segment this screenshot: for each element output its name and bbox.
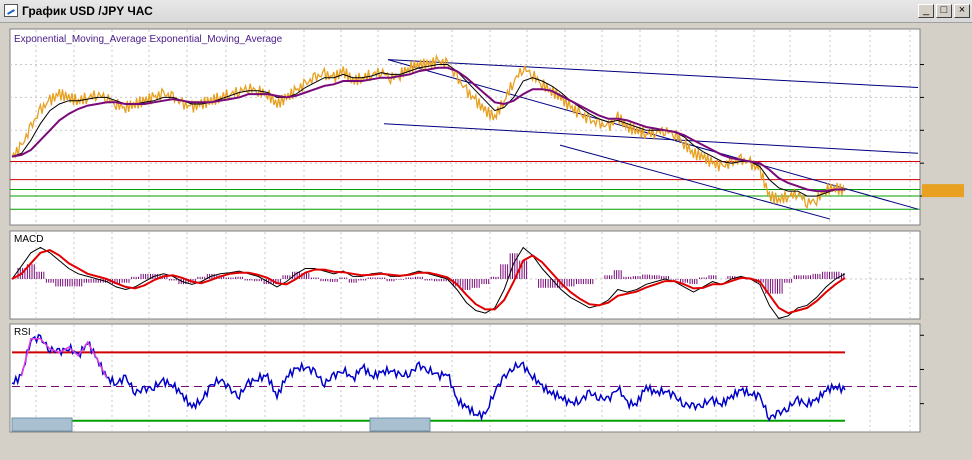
month-badge-bg-1	[369, 417, 431, 432]
price-tag-bg	[922, 184, 964, 198]
macd-panel	[9, 230, 921, 320]
ema-fast-line	[11, 64, 845, 197]
channel-line-1	[383, 123, 919, 154]
price-panel	[9, 28, 921, 226]
rsi-panel-title: RSI	[14, 327, 31, 338]
month-badge-bg-0	[11, 417, 73, 432]
close-button[interactable]: ×	[954, 4, 970, 18]
plot-layer	[10, 53, 920, 422]
chart-app-icon	[4, 4, 18, 17]
label-layer	[11, 64, 964, 432]
minimize-button[interactable]: _	[918, 4, 934, 18]
macd-signal-line	[11, 249, 846, 315]
price-panel-title: Exponential_Moving_Average Exponential_M…	[14, 34, 283, 45]
window-titlebar: График USD /JPY ЧАС _ □ ×	[0, 0, 972, 23]
usd-jpy-chart: Exponential_Moving_Average Exponential_M…	[9, 28, 964, 433]
ema-slow-line	[11, 66, 845, 193]
channel-line-3	[559, 144, 831, 220]
rsi-line	[11, 333, 846, 422]
channel-line-0	[387, 59, 919, 89]
macd-panel-title: MACD	[14, 234, 43, 245]
rsi-overbought-segment	[20, 337, 108, 379]
macd-line	[11, 246, 846, 319]
rsi-panel	[9, 323, 921, 433]
maximize-button[interactable]: □	[936, 4, 952, 18]
window-title: График USD /JPY ЧАС	[22, 4, 153, 18]
